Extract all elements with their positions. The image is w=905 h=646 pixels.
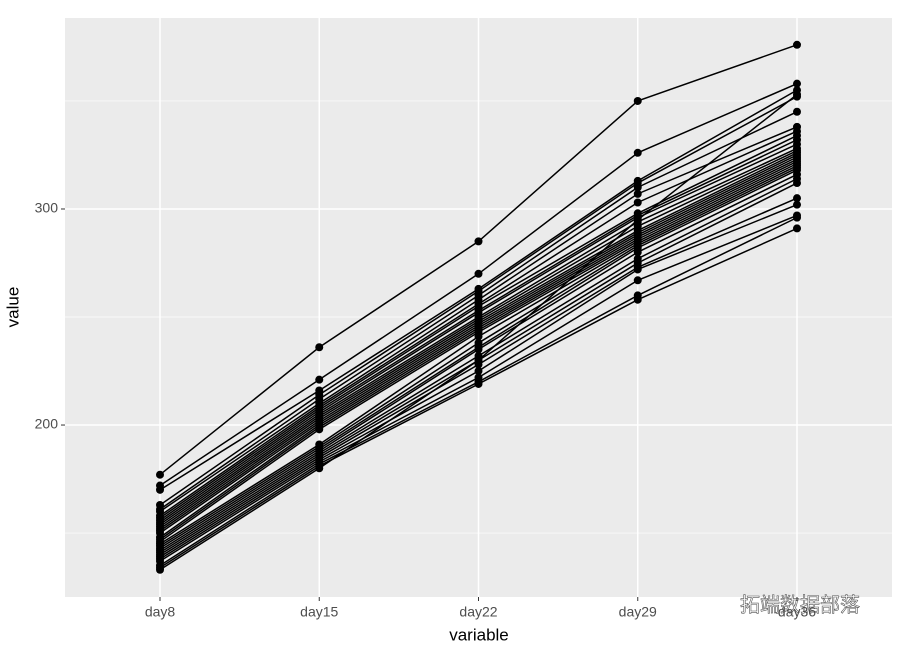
point — [633, 96, 642, 105]
x-tick-label: day15 — [300, 604, 338, 620]
point — [633, 215, 642, 224]
x-tick-label: day22 — [459, 604, 497, 620]
point — [793, 107, 801, 116]
point — [315, 375, 324, 384]
point — [474, 237, 483, 246]
point — [474, 332, 483, 341]
point — [315, 343, 324, 352]
point — [633, 265, 642, 274]
point — [156, 485, 164, 494]
x-tick-label: day36 — [778, 604, 816, 620]
point — [156, 565, 164, 574]
y-tick-label: 300 — [35, 200, 59, 216]
point — [315, 425, 324, 434]
point — [793, 194, 801, 203]
point — [633, 148, 642, 157]
point — [793, 90, 801, 99]
point — [633, 248, 642, 257]
point — [793, 224, 801, 233]
point — [633, 189, 642, 198]
x-axis-label: variable — [449, 625, 509, 644]
point — [474, 367, 483, 376]
x-tick-label: day29 — [619, 604, 657, 620]
point — [474, 379, 483, 388]
point — [633, 198, 642, 207]
point — [474, 356, 483, 365]
watermark-brand: 拓端数据部落 — [740, 593, 860, 616]
point — [793, 79, 801, 88]
point — [793, 40, 801, 49]
point — [793, 213, 801, 222]
point — [474, 269, 483, 278]
point — [315, 464, 324, 473]
point — [793, 200, 801, 209]
y-tick-label: 200 — [35, 416, 59, 432]
point — [633, 295, 642, 304]
point — [474, 345, 483, 354]
point — [633, 276, 642, 285]
watermark-url: https://blog.csdn.net/qq_19600291 — [650, 619, 865, 635]
x-tick-label: day8 — [145, 604, 176, 620]
point — [793, 179, 801, 188]
y-axis-label: value — [3, 287, 22, 328]
point — [156, 470, 164, 479]
point — [633, 183, 642, 192]
